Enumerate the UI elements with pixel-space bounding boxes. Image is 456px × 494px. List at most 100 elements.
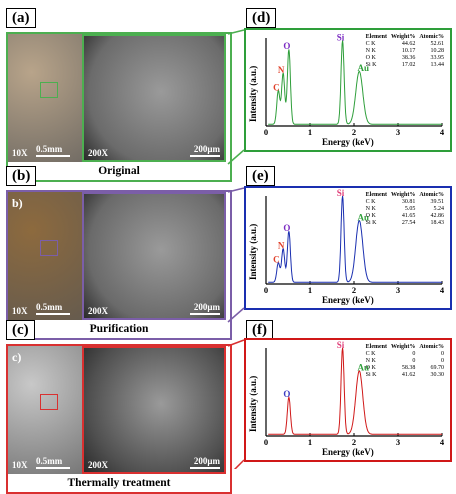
composition-header-row: Element Weight% Atomic% — [364, 344, 446, 351]
peak-label: N — [278, 241, 285, 251]
composition-cell: 33.95 — [430, 55, 445, 61]
composition-header-cell: Element — [365, 192, 387, 198]
peak-label: Au — [358, 363, 370, 373]
composition-cell: 0 — [441, 358, 444, 364]
composition-header-cell: Element — [365, 344, 387, 350]
eds-spectrum-panel: 0 1 2 3 4 C N O Si Au Intensity (a.u.) Energy (keV)… — [244, 186, 452, 310]
y-axis-title: Intensity (a.u.) — [248, 375, 258, 432]
composition-cell: 0 — [441, 351, 444, 357]
composition-cell: 30.81 — [401, 199, 416, 205]
composition-cell: 17.02 — [401, 62, 416, 68]
composition-row: C K 44.62 52.61 — [364, 41, 446, 48]
composition-row: Si K 17.02 13.44 — [364, 62, 446, 69]
optical-image — [8, 34, 86, 162]
x-tick-label: 1 — [308, 437, 312, 447]
optical-scale-bar — [36, 155, 70, 157]
sem-scale-bar — [190, 467, 220, 469]
composition-header-cell: Weight% — [390, 192, 416, 198]
sem-scale-bar — [190, 313, 220, 315]
optical-scale-label: 0.5mm — [36, 456, 63, 466]
optical-scale-bar — [36, 313, 70, 315]
composition-header-row: Element Weight% Atomic% — [364, 192, 446, 199]
panel-label: (b) — [6, 166, 37, 186]
peak-label: O — [283, 41, 290, 51]
composition-row: O K 41.65 42.86 — [364, 213, 446, 220]
composition-cell: 10.17 — [401, 48, 416, 54]
composition-cell: 18.43 — [430, 220, 445, 226]
x-tick-label: 0 — [264, 127, 268, 137]
composition-table: Element Weight% Atomic% C K 30.81 39.51 N K 5.0… — [364, 192, 446, 227]
eds-spectrum-panel: 0 1 2 3 4 O Si Au Intensity (a.u.) Energy (keV) El… — [244, 338, 452, 462]
composition-header-cell: Atomic% — [419, 344, 444, 350]
sem-magnification: 200X — [88, 148, 108, 158]
y-axis-title: Intensity (a.u.) — [248, 223, 258, 280]
inset-label: c) — [12, 350, 22, 364]
composition-row: Si K 27.54 18.43 — [364, 220, 446, 227]
x-tick-label: 2 — [352, 285, 356, 295]
composition-header-cell: Weight% — [390, 344, 416, 350]
composition-header-row: Element Weight% Atomic% — [364, 34, 446, 41]
optical-image — [8, 346, 86, 474]
composition-row: O K 58.38 69.70 — [364, 365, 446, 372]
peak-label: C — [273, 83, 280, 93]
spectrum-line — [268, 347, 442, 435]
composition-header-cell: Element — [365, 34, 387, 40]
composition-cell: N K — [365, 358, 376, 364]
panel-label: (d) — [246, 8, 277, 28]
composition-cell: 52.61 — [430, 41, 445, 47]
y-axis-title: Intensity (a.u.) — [248, 65, 258, 122]
composition-cell: 0 — [412, 351, 416, 357]
micrograph-panel: b) 10X 0.5mm 200X 200μm Purification — [6, 190, 232, 340]
peak-label: O — [283, 389, 290, 399]
composition-cell: O K — [365, 55, 376, 61]
composition-cell: N K — [365, 48, 376, 54]
x-tick-label: 1 — [308, 127, 312, 137]
composition-row: N K 0 0 — [364, 358, 446, 365]
micrograph-panel: c) 10X 0.5mm 200X 200μm Thermally treatment — [6, 344, 232, 494]
optical-scale-label: 0.5mm — [36, 144, 63, 154]
panel-label: (c) — [6, 320, 35, 340]
composition-cell: 27.54 — [401, 220, 416, 226]
sem-image — [82, 346, 226, 474]
micrograph-panel: 10X 0.5mm 200X 200μm Original — [6, 32, 232, 182]
sem-image — [82, 192, 226, 320]
composition-header-cell: Atomic% — [419, 192, 444, 198]
composition-cell: 5.24 — [433, 206, 445, 212]
sem-image — [82, 34, 226, 162]
optical-magnification: 10X — [12, 460, 28, 470]
composition-cell: O K — [365, 213, 376, 219]
peak-label: Au — [358, 63, 370, 73]
composition-cell: 0 — [412, 358, 416, 364]
x-axis-title: Energy (keV) — [322, 447, 374, 457]
x-tick-label: 0 — [264, 285, 268, 295]
eds-spectrum-panel: 0 1 2 3 4 C N O Si Au Intensity (a.u.) Energy (keV)… — [244, 28, 452, 152]
inset-label: b) — [12, 196, 23, 210]
composition-row: C K 30.81 39.51 — [364, 199, 446, 206]
composition-cell: 13.44 — [430, 62, 445, 68]
spectrum-line — [268, 40, 442, 125]
composition-cell: 58.38 — [401, 365, 416, 371]
composition-cell: N K — [365, 206, 376, 212]
composition-cell: Si K — [365, 372, 377, 378]
panel-label: (f) — [246, 320, 273, 340]
x-axis-title: Energy (keV) — [322, 137, 374, 147]
composition-cell: C K — [365, 41, 376, 47]
x-tick-label: 3 — [396, 127, 400, 137]
composition-cell: 69.70 — [430, 365, 445, 371]
composition-row: N K 10.17 10.28 — [364, 48, 446, 55]
sem-scale-bar — [190, 155, 220, 157]
composition-cell: 41.65 — [401, 213, 416, 219]
optical-magnification: 10X — [12, 148, 28, 158]
optical-scale-label: 0.5mm — [36, 302, 63, 312]
composition-cell: 30.30 — [430, 372, 445, 378]
zoom-region-box — [40, 82, 58, 98]
x-tick-label: 0 — [264, 437, 268, 447]
sem-scale-label: 200μm — [193, 456, 220, 466]
x-tick-label: 4 — [440, 285, 445, 295]
x-tick-label: 2 — [352, 437, 356, 447]
peak-label: C — [273, 255, 280, 265]
spectrum-line — [268, 195, 442, 283]
panel-label: (e) — [246, 166, 275, 186]
composition-cell: 10.28 — [430, 48, 445, 54]
panel-caption: Purification — [8, 320, 230, 338]
